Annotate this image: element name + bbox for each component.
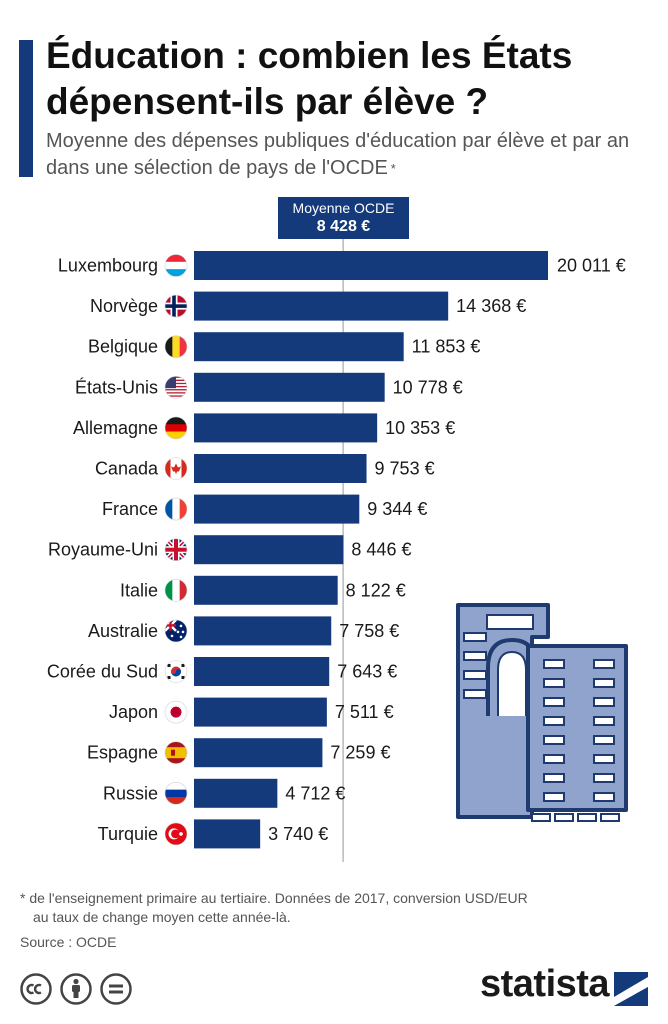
bar-row: Royaume-Uni 8 446 €: [48, 535, 411, 565]
bar: [194, 697, 327, 727]
usa-flag: [164, 376, 188, 399]
belgium-flag: [164, 335, 188, 358]
value-label: 9 753 €: [375, 459, 435, 479]
footnote-line-1: * de l'enseignement primaire au tertiair…: [20, 890, 528, 906]
bar-row: Norvège 14 368 €: [90, 291, 526, 321]
bar: [194, 819, 261, 849]
bar: [194, 778, 278, 808]
bar-group: Luxembourg 20 011 € Norvège 14 368 € Belgiqu…: [47, 251, 626, 849]
bar: [194, 738, 323, 768]
value-label: 20 011 €: [557, 256, 626, 276]
bar-row: Allemagne 10 353 €: [73, 413, 455, 443]
bar: [194, 291, 449, 321]
chart-subtitle: Moyenne des dépenses publiques d'éducati…: [46, 128, 656, 182]
bar-chart: Luxembourg 20 011 € Norvège 14 368 € Belgiqu…: [47, 239, 628, 862]
category-label: Allemagne: [73, 418, 158, 438]
subtitle-footnote-marker: *: [390, 161, 396, 176]
category-label: Turquie: [98, 824, 158, 844]
category-label: Norvège: [90, 296, 158, 316]
source-text: Source : OCDE: [20, 934, 117, 950]
category-label: Luxembourg: [58, 256, 158, 276]
statista-logo: statista: [480, 963, 610, 1005]
category-label: France: [102, 499, 158, 519]
value-label: 10 353 €: [385, 418, 455, 438]
bar: [194, 251, 548, 280]
category-label: Canada: [95, 459, 159, 479]
value-label: 7 758 €: [339, 621, 399, 641]
value-label: 3 740 €: [268, 824, 328, 844]
attribution-icon: [60, 973, 92, 1005]
oecd-average-value: 8 428 €: [316, 218, 371, 235]
category-label: Espagne: [87, 743, 158, 763]
value-label: 4 712 €: [285, 783, 345, 803]
bar-row: France 9 344 €: [102, 494, 427, 524]
germany-flag: [164, 416, 188, 440]
value-label: 8 446 €: [351, 540, 411, 560]
france-flag: [164, 497, 188, 521]
south-korea-flag: [164, 660, 188, 683]
value-label: 8 122 €: [346, 580, 406, 600]
uk-flag: [164, 538, 188, 562]
bar-row: Espagne 7 259 €: [87, 738, 390, 768]
bar: [194, 494, 360, 524]
creative-commons-icons: [20, 973, 132, 1005]
category-label: Russie: [103, 783, 158, 803]
australia-flag: [164, 619, 188, 643]
category-label: Italie: [120, 580, 158, 600]
bar-row: Canada 9 753 €: [95, 454, 435, 483]
bar: [194, 657, 330, 686]
value-label: 9 344 €: [367, 499, 427, 519]
value-label: 7 511 €: [335, 702, 394, 722]
oecd-average-title: Moyenne OCDE: [292, 200, 395, 216]
footnote: * de l'enseignement primaire au tertiair…: [20, 889, 660, 927]
bar: [194, 454, 367, 483]
school-building-illustration: [456, 603, 628, 822]
no-derivatives-icon: [100, 973, 132, 1005]
category-label: Corée du Sud: [47, 662, 158, 682]
category-label: Japon: [109, 702, 158, 722]
bar-row: Italie 8 122 €: [120, 575, 406, 605]
bar-row: Corée du Sud 7 643 €: [47, 657, 397, 686]
value-label: 10 778 €: [393, 377, 463, 397]
footnote-line-2: au taux de change moyen cette année-là.: [33, 909, 291, 925]
title-accent-bar: [19, 40, 33, 177]
statista-logo-icon: [614, 972, 648, 1006]
japan-flag: [164, 700, 188, 724]
cc-icon: [20, 973, 52, 1005]
bar: [194, 332, 404, 362]
bar: [194, 413, 378, 443]
value-label: 14 368 €: [456, 296, 526, 316]
value-label: 7 259 €: [330, 743, 390, 763]
oecd-average-label: Moyenne OCDE 8 428 €: [278, 197, 409, 239]
luxembourg-flag: [164, 254, 188, 277]
norway-flag: [164, 294, 188, 318]
bar: [194, 372, 385, 402]
bar-row: Japon 7 511 €: [109, 697, 394, 727]
bar-row: Russie 4 712 €: [103, 778, 345, 808]
bar-row: Luxembourg 20 011 €: [58, 251, 626, 280]
value-label: 7 643 €: [337, 662, 397, 682]
category-label: Belgique: [88, 337, 158, 357]
bar-row: Turquie 3 740 €: [98, 819, 328, 849]
russia-flag: [164, 781, 188, 805]
turkey-flag: [164, 822, 188, 846]
bar-row: Australie 7 758 €: [88, 616, 399, 646]
canada-flag: [164, 457, 188, 480]
category-label: Australie: [88, 621, 158, 641]
bar-row: États-Unis 10 778 €: [75, 372, 463, 402]
spain-flag: [164, 741, 188, 765]
italy-flag: [164, 578, 188, 602]
value-label: 11 853 €: [412, 337, 481, 357]
category-label: Royaume-Uni: [48, 540, 158, 560]
bar: [194, 616, 332, 646]
bar: [194, 535, 344, 565]
bar-row: Belgique 11 853 €: [88, 332, 481, 362]
subtitle-text: Moyenne des dépenses publiques d'éducati…: [46, 130, 630, 179]
category-label: États-Unis: [75, 377, 158, 397]
chart-title: Éducation : combien les États dépensent-…: [46, 35, 573, 122]
bar: [194, 575, 338, 605]
